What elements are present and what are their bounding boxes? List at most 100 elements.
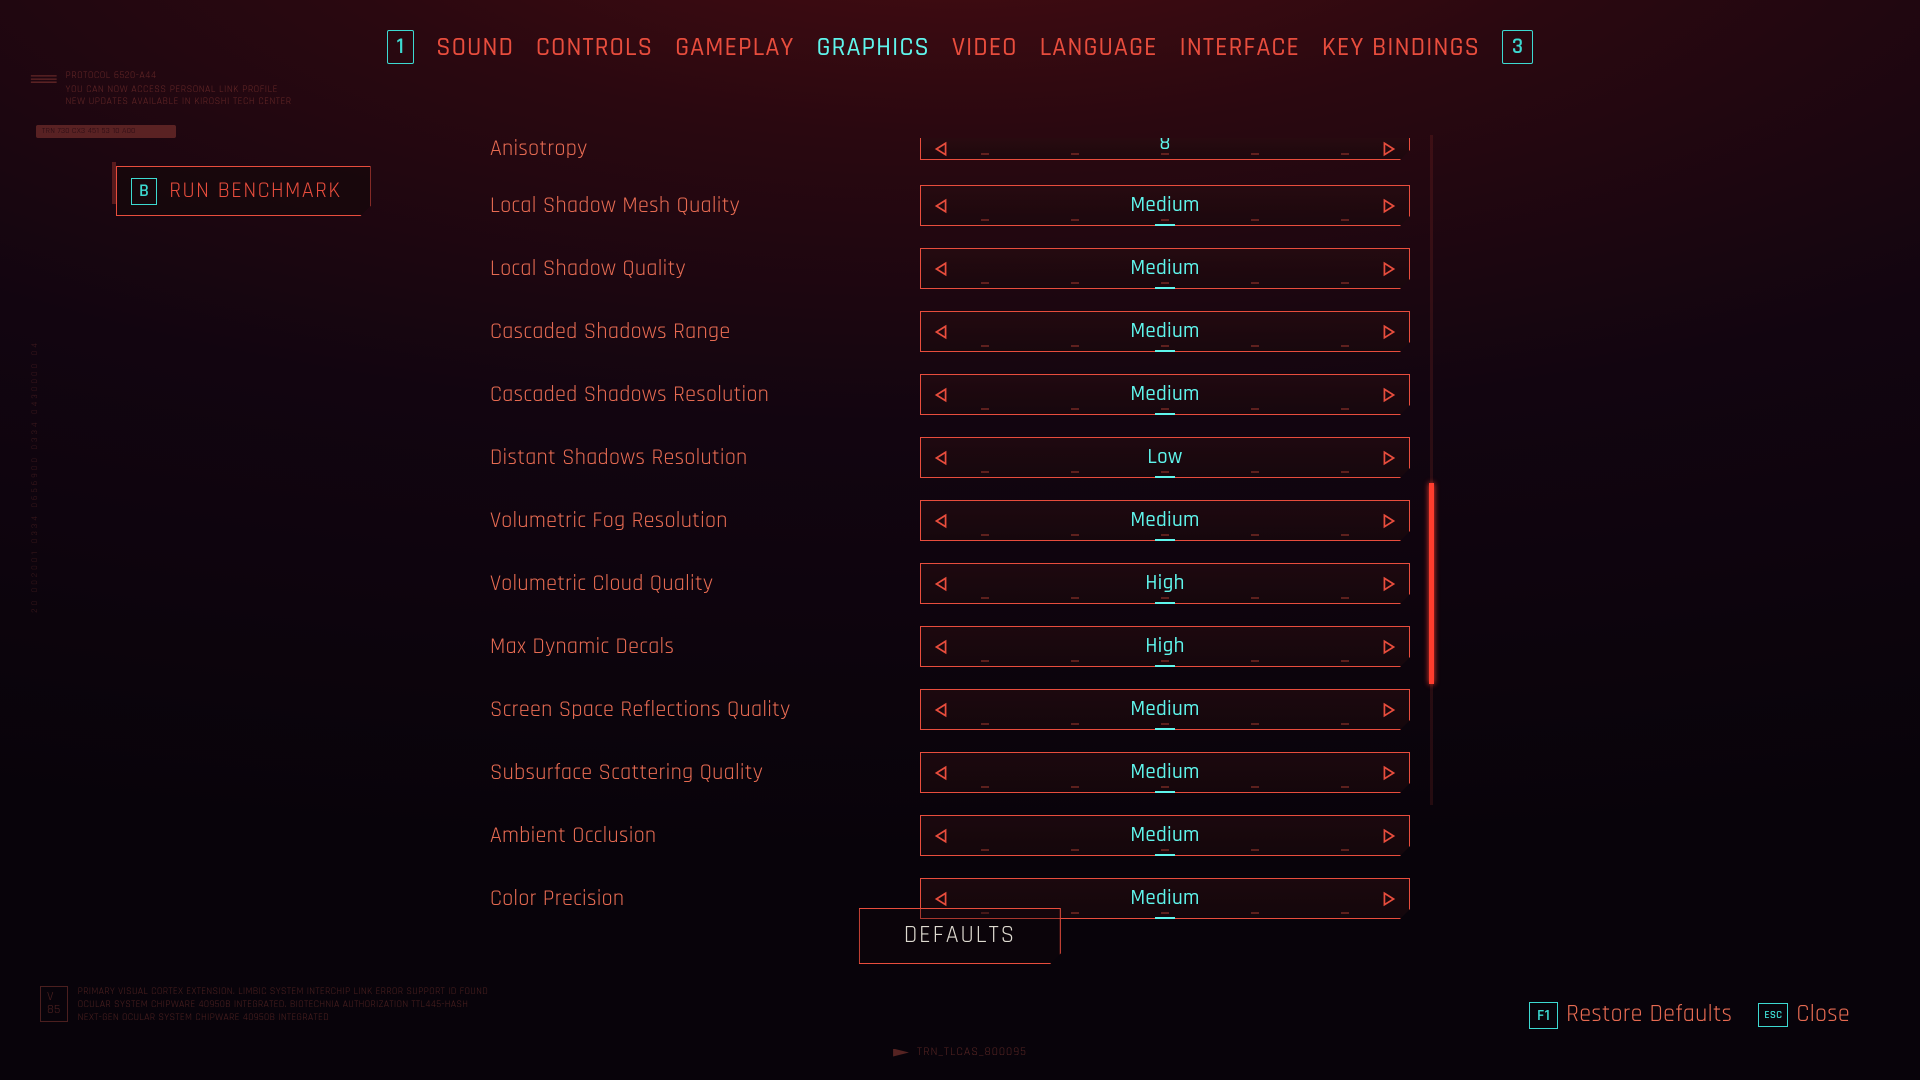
selector-value: Medium (961, 696, 1369, 723)
tab-language[interactable]: LANGUAGE (1040, 31, 1158, 64)
benchmark-key: B (131, 178, 157, 205)
selector-prev-icon[interactable] (921, 753, 961, 792)
run-benchmark-button[interactable]: B RUN BENCHMARK (116, 166, 371, 216)
tab-key-bindings[interactable]: KEY BINDINGS (1322, 31, 1480, 64)
setting-selector[interactable]: Medium (920, 500, 1410, 541)
setting-row: Cascaded Shadows Resolution Medium (490, 374, 1410, 415)
selector-next-icon[interactable] (1369, 186, 1409, 225)
decor-bottom-left: V 85 PRIMARY VISUAL CORTEX EXTENSION. LI… (40, 986, 488, 1025)
selector-prev-icon[interactable] (921, 564, 961, 603)
defaults-button[interactable]: DEFAULTS (859, 908, 1061, 964)
selector-value: Medium (961, 381, 1369, 408)
setting-row: Ambient Occlusion Medium (490, 815, 1410, 856)
selector-prev-icon[interactable] (921, 249, 961, 288)
selector-next-icon[interactable] (1369, 627, 1409, 666)
selector-next-icon[interactable] (1369, 138, 1409, 159)
selector-ticks (981, 153, 1349, 155)
setting-label: Volumetric Fog Resolution (490, 507, 920, 535)
tab-gameplay[interactable]: GAMEPLAY (675, 31, 794, 64)
selector-value: Medium (961, 759, 1369, 786)
selector-next-icon[interactable] (1369, 375, 1409, 414)
setting-selector[interactable]: Medium (920, 815, 1410, 856)
setting-selector[interactable]: 8 (920, 138, 1410, 160)
tab-controls[interactable]: CONTROLS (536, 31, 653, 64)
setting-selector[interactable]: Medium (920, 689, 1410, 730)
selector-next-icon[interactable] (1369, 879, 1409, 918)
selector-next-icon[interactable] (1369, 312, 1409, 351)
selector-ticks (981, 786, 1349, 788)
setting-label: Local Shadow Quality (490, 255, 920, 283)
setting-selector[interactable]: High (920, 626, 1410, 667)
tab-graphics[interactable]: GRAPHICS (816, 31, 929, 64)
restore-defaults-hint[interactable]: F1 Restore Defaults (1529, 1000, 1732, 1030)
selector-ticks (981, 849, 1349, 851)
setting-row: Local Shadow Quality Medium (490, 248, 1410, 289)
selector-ticks (981, 723, 1349, 725)
setting-selector[interactable]: Medium (920, 185, 1410, 226)
selector-value: High (961, 570, 1369, 597)
selector-value: Medium (961, 318, 1369, 345)
selector-ticks (981, 219, 1349, 221)
selector-ticks (981, 408, 1349, 410)
selector-prev-icon[interactable] (921, 690, 961, 729)
selector-next-icon[interactable] (1369, 501, 1409, 540)
scrollbar-thumb[interactable] (1429, 483, 1434, 684)
setting-selector[interactable]: Medium (920, 374, 1410, 415)
setting-row: Volumetric Cloud Quality High (490, 563, 1410, 604)
setting-label: Anisotropy (490, 135, 920, 163)
tab-interface[interactable]: INTERFACE (1180, 31, 1300, 64)
selector-prev-icon[interactable] (921, 375, 961, 414)
setting-row: Local Shadow Mesh Quality Medium (490, 185, 1410, 226)
decor-protocol: ≡≡≡ PROTOCOL 6520-A44 YOU CAN NOW ACCESS… (30, 70, 292, 108)
footer-hints: F1 Restore Defaults ESC Close (1529, 1000, 1850, 1030)
selector-ticks (981, 597, 1349, 599)
selector-value: Medium (961, 192, 1369, 219)
tab-video[interactable]: VIDEO (952, 31, 1018, 64)
selector-prev-icon[interactable] (921, 138, 961, 159)
selector-prev-icon[interactable] (921, 501, 961, 540)
setting-selector[interactable]: Low (920, 437, 1410, 478)
setting-selector[interactable]: Medium (920, 752, 1410, 793)
scrollbar-track[interactable] (1430, 135, 1433, 805)
setting-label: Max Dynamic Decals (490, 633, 920, 661)
setting-selector[interactable]: High (920, 563, 1410, 604)
settings-list: Anisotropy8 Local Shadow Mesh Quality Medi… (490, 135, 1410, 919)
setting-row: Volumetric Fog ResolutionMedium (490, 500, 1410, 541)
nav-prev-key[interactable]: 1 (387, 30, 415, 64)
setting-label: Screen Space Reflections Quality (490, 696, 920, 724)
setting-label: Subsurface Scattering Quality (490, 759, 920, 787)
selector-next-icon[interactable] (1369, 690, 1409, 729)
setting-row: Distant Shadows ResolutionLow (490, 437, 1410, 478)
selector-next-icon[interactable] (1369, 816, 1409, 855)
setting-label: Volumetric Cloud Quality (490, 570, 920, 598)
selector-next-icon[interactable] (1369, 249, 1409, 288)
selector-value: Medium (961, 822, 1369, 849)
selector-ticks (981, 660, 1349, 662)
setting-label: Distant Shadows Resolution (490, 444, 920, 472)
setting-row: Cascaded Shadows RangeMedium (490, 311, 1410, 352)
selector-prev-icon[interactable] (921, 186, 961, 225)
selector-prev-icon[interactable] (921, 816, 961, 855)
close-hint[interactable]: ESC Close (1758, 1000, 1850, 1030)
selector-prev-icon[interactable] (921, 312, 961, 351)
selector-next-icon[interactable] (1369, 753, 1409, 792)
selector-prev-icon[interactable] (921, 627, 961, 666)
setting-label: Local Shadow Mesh Quality (490, 192, 920, 220)
tab-sound[interactable]: SOUND (436, 31, 514, 64)
setting-selector[interactable]: Medium (920, 311, 1410, 352)
selector-value: High (961, 633, 1369, 660)
selector-value: Medium (961, 255, 1369, 282)
setting-selector[interactable]: Medium (920, 248, 1410, 289)
selector-next-icon[interactable] (1369, 438, 1409, 477)
top-nav: 1 SOUND CONTROLS GAMEPLAY GRAPHICS VIDEO LANG… (0, 30, 1920, 64)
flag-icon (893, 1049, 909, 1057)
nav-next-key[interactable]: 3 (1502, 30, 1533, 64)
setting-label: Ambient Occlusion (490, 822, 920, 850)
setting-label: Cascaded Shadows Resolution (490, 381, 920, 409)
selector-ticks (981, 471, 1349, 473)
selector-ticks (981, 534, 1349, 536)
selector-prev-icon[interactable] (921, 438, 961, 477)
selector-next-icon[interactable] (1369, 564, 1409, 603)
decor-pill: TRN 730 CX3 451 53 10 A00 (36, 125, 176, 138)
setting-row: Max Dynamic Decals High (490, 626, 1410, 667)
